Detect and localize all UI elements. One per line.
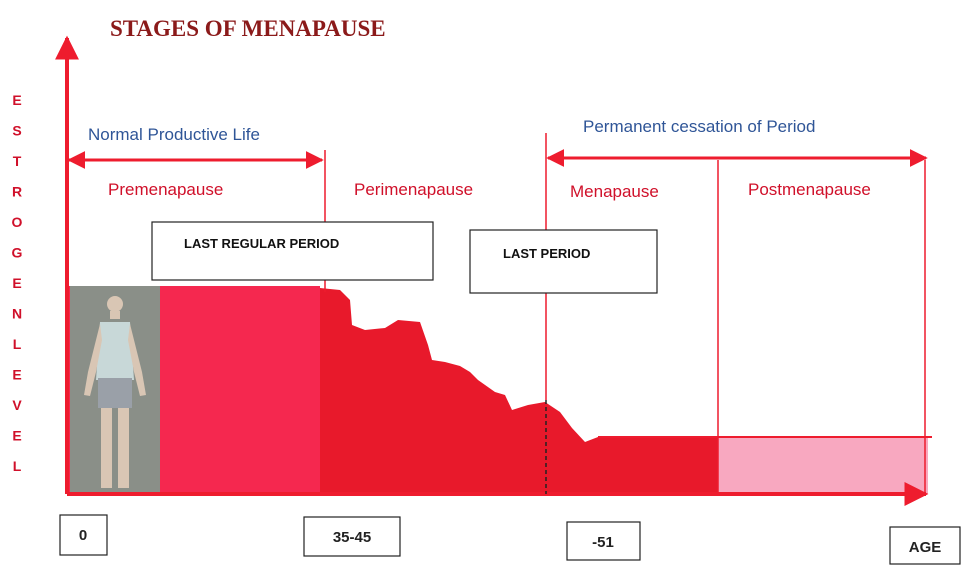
title: STAGES OF MENAPAUSE (110, 16, 386, 41)
canvas: STAGES OF MENAPAUSE Normal Productive Li… (0, 0, 961, 565)
x-label: 0 (79, 527, 87, 544)
stage-label: Perimenapause (354, 180, 473, 199)
x-label: AGE (909, 539, 942, 556)
stage-label: Postmenapause (748, 180, 871, 199)
marker-label: LAST REGULAR PERIOD (184, 236, 339, 251)
diagram: STAGES OF MENAPAUSE Normal Productive Li… (0, 0, 961, 565)
postmenopause-area (718, 437, 928, 494)
y-axis-label: ESTROGENLEVEL (9, 92, 25, 489)
marker-box (470, 230, 657, 293)
perimenopause-area (320, 288, 718, 494)
span-label: Permanent cessation of Period (583, 117, 815, 136)
stage-label: Menapause (570, 182, 659, 201)
x-label: -51 (592, 534, 614, 551)
span-label: Normal Productive Life (88, 125, 260, 144)
marker-label: LAST PERIOD (503, 246, 590, 261)
x-label: 35-45 (333, 529, 371, 546)
stage-label: Premenapause (108, 180, 223, 199)
marker-box (152, 222, 433, 280)
